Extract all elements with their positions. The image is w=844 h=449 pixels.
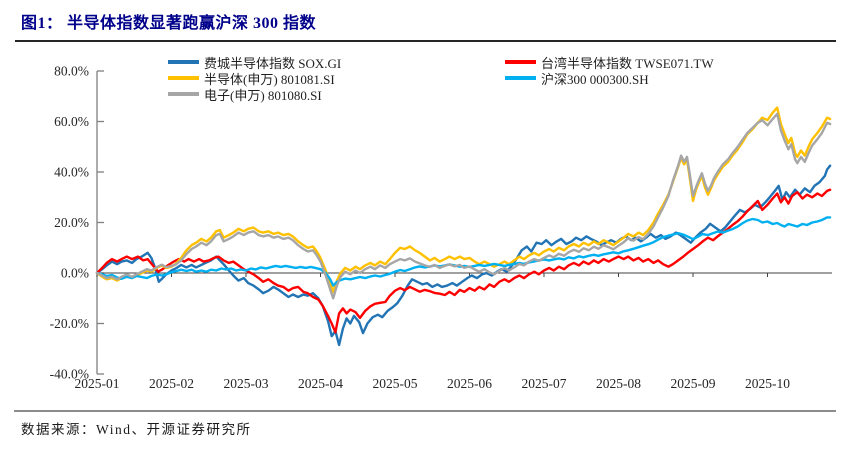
legend-item-0: 费城半导体指数 SOX.GI: [168, 53, 505, 72]
title-divider-rule: [15, 40, 836, 42]
legend-swatch-line-icon: [168, 92, 199, 96]
x-axis-tick-label: 2025-10: [745, 376, 790, 391]
legend-label: 台湾半导体指数 TWSE071.TW: [541, 55, 714, 71]
legend-swatch-line-icon: [168, 60, 199, 64]
y-axis-tick-label: -40.0%: [50, 367, 89, 382]
x-axis-tick-label: 2025-06: [447, 376, 492, 391]
footer-divider-rule: [14, 410, 836, 412]
x-axis-tick-label: 2025-09: [671, 376, 716, 391]
x-axis-tick-label: 2025-01: [75, 376, 120, 391]
legend-item-2: 半导体(申万) 801081.SI: [168, 69, 505, 88]
legend-item-3: 沪深300 000300.SH: [505, 69, 714, 88]
legend-label: 电子(申万) 801080.SI: [204, 87, 322, 103]
legend-label: 沪深300 000300.SH: [541, 71, 649, 87]
legend-item-4: 电子(申万) 801080.SI: [168, 85, 505, 104]
series-line-3: [95, 216, 832, 287]
series-line-0: [95, 164, 832, 347]
series-line-2: [95, 106, 832, 294]
legend-label: 费城半导体指数 SOX.GI: [204, 55, 342, 71]
y-axis-tick-label: 40.0%: [54, 165, 89, 180]
data-source-note: 数据来源：Wind、开源证券研究所: [21, 422, 252, 437]
figure-title: 图1： 半导体指数显著跑赢沪深 300 指数: [21, 15, 317, 32]
x-axis-tick-label: 2025-04: [298, 376, 343, 391]
y-axis-tick-label: 20.0%: [54, 215, 89, 230]
y-axis-tick-label: 80.0%: [54, 64, 89, 79]
x-axis-tick-label: 2025-05: [373, 376, 418, 391]
legend-swatch-line-icon: [505, 76, 536, 80]
x-axis-tick-label: 2025-02: [149, 376, 194, 391]
x-axis-tick-label: 2025-03: [224, 376, 269, 391]
x-axis-tick-label: 2025-08: [596, 376, 641, 391]
series-line-1: [95, 188, 832, 334]
y-axis-tick-label: 60.0%: [54, 114, 89, 129]
legend-swatch-line-icon: [505, 60, 536, 64]
y-axis-tick-label: -20.0%: [50, 316, 89, 331]
legend-swatch-line-icon: [168, 76, 199, 80]
series-line-4: [95, 112, 832, 300]
legend-label: 半导体(申万) 801081.SI: [204, 71, 335, 87]
chart-legend: 费城半导体指数 SOX.GI 台湾半导体指数 TWSE071.TW 半导体(申万) …: [168, 53, 714, 104]
y-axis-tick-label: 0.0%: [61, 266, 89, 281]
x-axis-tick-label: 2025-07: [522, 376, 567, 391]
legend-item-1: 台湾半导体指数 TWSE071.TW: [505, 53, 714, 72]
